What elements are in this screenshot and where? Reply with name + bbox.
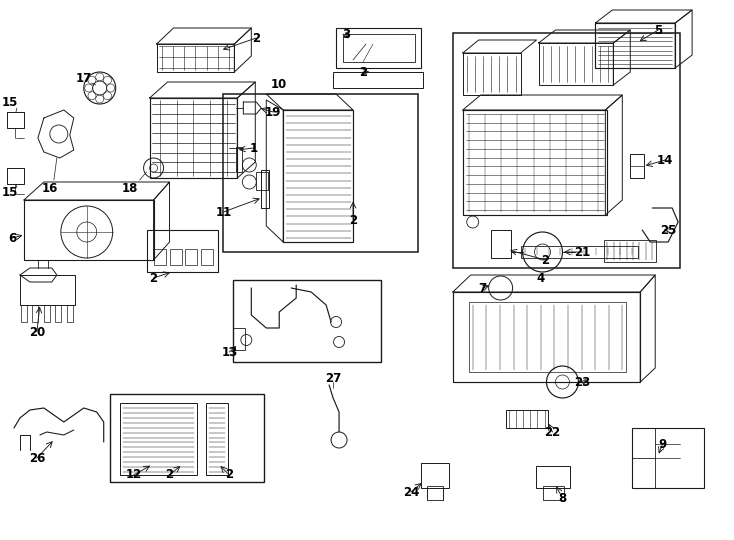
Text: 3: 3 bbox=[342, 28, 350, 40]
Bar bbox=[170, 249, 181, 265]
Text: 22: 22 bbox=[545, 426, 561, 438]
Bar bbox=[150, 98, 237, 178]
Bar bbox=[453, 292, 640, 382]
Text: 24: 24 bbox=[403, 485, 419, 498]
Bar bbox=[24, 200, 153, 260]
Bar bbox=[261, 170, 269, 208]
Bar bbox=[595, 23, 675, 68]
Bar bbox=[427, 486, 443, 500]
Text: 2: 2 bbox=[252, 31, 261, 44]
Bar bbox=[336, 28, 421, 68]
Bar bbox=[462, 110, 607, 215]
Bar bbox=[421, 463, 448, 488]
Bar bbox=[55, 305, 62, 322]
Text: 20: 20 bbox=[29, 326, 45, 339]
Bar bbox=[520, 246, 639, 258]
Bar bbox=[21, 305, 27, 322]
Text: 15: 15 bbox=[1, 186, 18, 199]
Bar bbox=[283, 110, 353, 242]
Bar bbox=[20, 275, 75, 305]
Text: 14: 14 bbox=[657, 153, 673, 166]
Bar bbox=[536, 466, 570, 488]
Bar bbox=[156, 44, 234, 72]
Text: 2: 2 bbox=[150, 272, 158, 285]
Bar bbox=[236, 147, 242, 172]
Text: 4: 4 bbox=[537, 272, 545, 285]
Text: 5: 5 bbox=[654, 24, 662, 37]
Bar bbox=[67, 305, 73, 322]
Text: 18: 18 bbox=[121, 181, 138, 194]
Bar bbox=[542, 486, 564, 500]
Bar bbox=[233, 328, 245, 350]
Bar bbox=[469, 302, 626, 372]
Bar bbox=[223, 94, 418, 252]
Bar bbox=[256, 172, 268, 190]
Bar bbox=[506, 410, 548, 428]
Bar bbox=[490, 230, 511, 258]
Text: 12: 12 bbox=[126, 469, 142, 482]
Bar bbox=[44, 305, 50, 322]
Text: 2: 2 bbox=[542, 253, 550, 267]
Text: 10: 10 bbox=[271, 78, 287, 91]
Text: 7: 7 bbox=[479, 281, 487, 294]
Text: 19: 19 bbox=[265, 105, 281, 118]
Text: 23: 23 bbox=[574, 375, 591, 388]
Bar bbox=[632, 428, 704, 488]
Bar bbox=[453, 33, 680, 268]
Bar bbox=[631, 154, 644, 178]
Text: 17: 17 bbox=[76, 71, 92, 84]
Text: 25: 25 bbox=[660, 224, 676, 237]
Text: 27: 27 bbox=[325, 372, 341, 384]
Bar bbox=[206, 403, 228, 475]
Text: 2: 2 bbox=[165, 469, 174, 482]
Bar bbox=[462, 53, 520, 95]
Text: 1: 1 bbox=[250, 141, 258, 154]
Bar bbox=[32, 305, 38, 322]
Bar bbox=[186, 249, 197, 265]
Text: 16: 16 bbox=[42, 181, 58, 194]
Text: 26: 26 bbox=[29, 451, 45, 464]
Text: 9: 9 bbox=[658, 438, 666, 451]
Text: 2: 2 bbox=[359, 65, 367, 78]
Bar bbox=[153, 249, 166, 265]
Text: 2: 2 bbox=[349, 213, 357, 226]
Bar bbox=[539, 43, 614, 85]
Text: 21: 21 bbox=[574, 246, 591, 259]
Text: 6: 6 bbox=[8, 232, 16, 245]
Text: 11: 11 bbox=[215, 206, 231, 219]
Bar bbox=[233, 280, 381, 362]
Bar bbox=[343, 34, 415, 62]
Text: 13: 13 bbox=[221, 346, 238, 359]
Bar bbox=[120, 403, 197, 475]
Text: 2: 2 bbox=[225, 469, 233, 482]
Bar bbox=[147, 230, 219, 272]
Bar bbox=[333, 72, 423, 88]
Bar bbox=[604, 240, 656, 262]
Bar bbox=[109, 394, 264, 482]
Bar bbox=[201, 249, 214, 265]
Text: 8: 8 bbox=[559, 491, 567, 504]
Text: 15: 15 bbox=[1, 96, 18, 109]
